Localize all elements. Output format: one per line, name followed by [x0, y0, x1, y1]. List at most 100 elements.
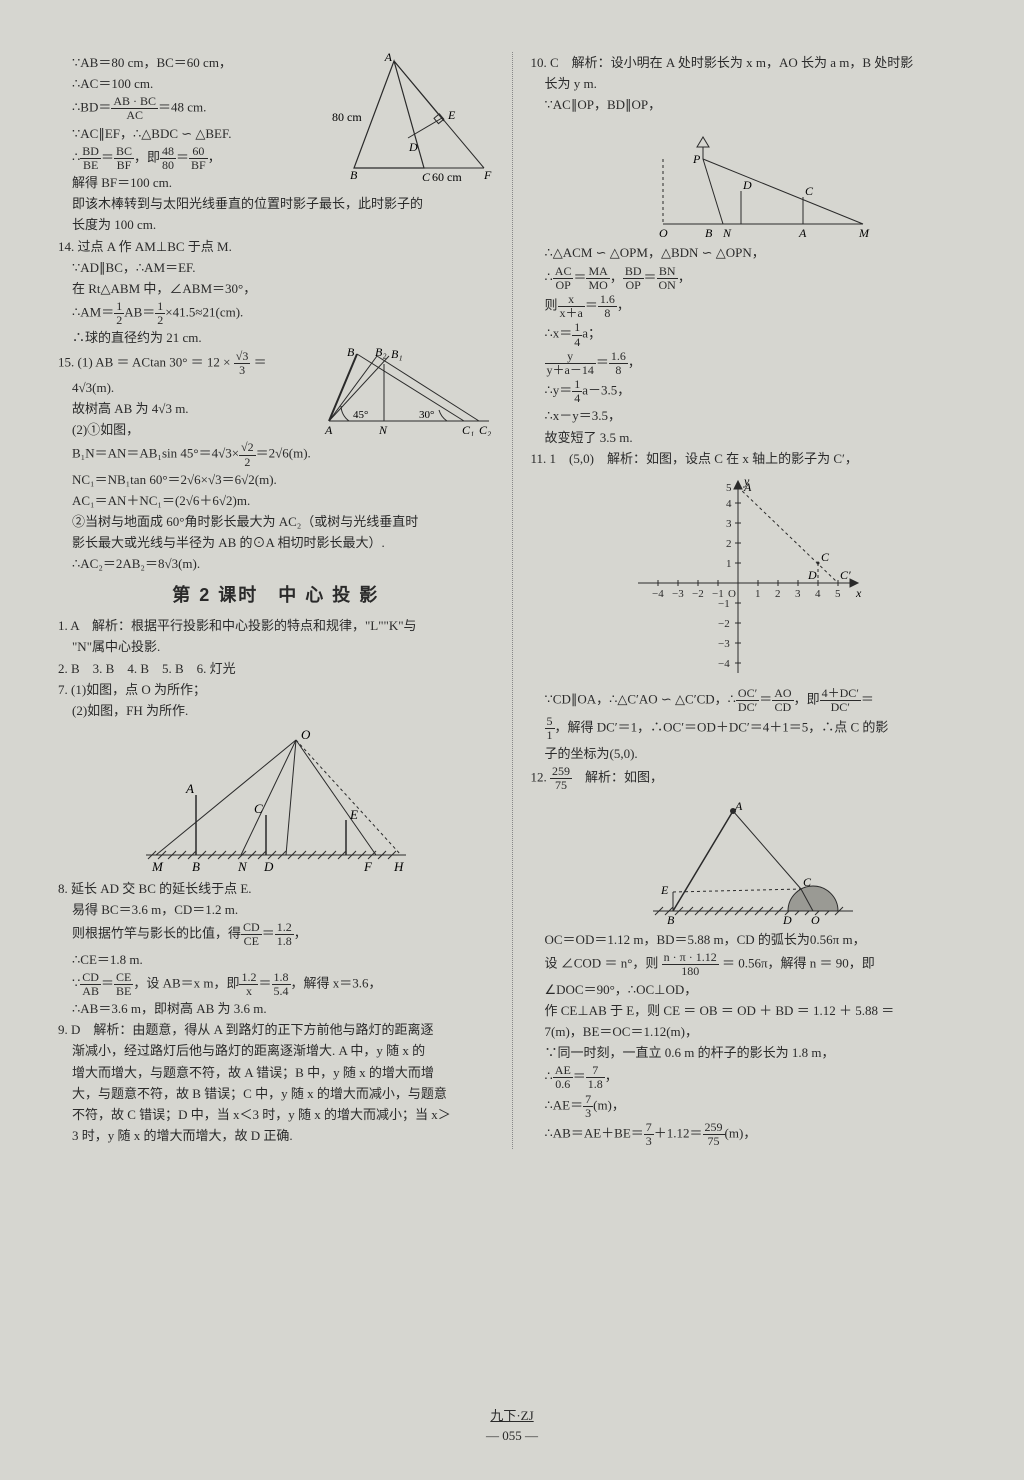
svg-text:A: A [798, 226, 807, 239]
text: ∴CE＝1.8 m. [58, 950, 494, 970]
text: 增大而增大，与题意不符，故 A 错误；B 中，y 随 x 的增大而增 [58, 1063, 494, 1083]
svg-text:2: 2 [726, 538, 732, 550]
text: ∴AC₂＝2AB₂＝8√3(m). [58, 554, 494, 574]
text: 解得 BF＝100 cm. [58, 173, 308, 193]
text: 易得 BC＝3.6 m，CD＝1.2 m. [58, 900, 494, 920]
svg-text:H: H [393, 859, 404, 874]
text: ∴AB＝3.6 m，即树高 AB 为 3.6 m. [58, 999, 494, 1019]
column-divider [512, 52, 513, 1149]
svg-text:A: A [324, 423, 333, 436]
text: ∵AD∥BC，∴AM＝EF. [58, 258, 494, 278]
text: ∵AB＝80 cm，BC＝60 cm， [58, 53, 308, 73]
svg-text:C₂: C₂ [479, 423, 491, 436]
text: 渐减小，经过路灯后他与路灯的距离逐渐增大. A 中，y 随 x 的 [58, 1041, 494, 1061]
text: ∴△ACM ∽ △OPM，△BDN ∽ △OPN， [531, 243, 967, 263]
svg-text:M: M [151, 859, 164, 874]
text: ∴AE＝73(m)， [531, 1093, 967, 1120]
svg-text:O: O [659, 226, 668, 239]
text: ∴BD＝AB · BCAC＝48 cm. [58, 95, 308, 122]
svg-text:C: C [805, 184, 814, 198]
svg-text:5: 5 [726, 482, 732, 494]
svg-text:B₂: B₂ [375, 346, 387, 359]
svg-text:−4: −4 [718, 658, 730, 670]
svg-text:N: N [237, 859, 248, 874]
svg-text:N: N [722, 226, 732, 239]
text: AC₁＝AN＋NC₁＝(2√6＋6√2)m. [58, 491, 494, 511]
left-column: ∵AB＝80 cm，BC＝60 cm， ∴AC＝100 cm. ∴BD＝AB ·… [58, 52, 494, 1149]
text: ∴x＝14a； [531, 321, 967, 348]
svg-text:3: 3 [726, 518, 732, 530]
text: 长度为 100 cm. [58, 215, 494, 235]
svg-text:4: 4 [726, 498, 732, 510]
text: (2)如图，FH 为所作. [58, 701, 494, 721]
svg-text:3: 3 [795, 588, 801, 600]
text: ∵AC∥EF，∴△BDC ∽ △BEF. [58, 124, 308, 144]
text: B₁N＝AN＝AB₁sin 45°＝4√3×√22＝2√6(m). [58, 441, 494, 468]
svg-text:F: F [483, 168, 492, 182]
svg-text:C′: C′ [840, 568, 851, 582]
figure-projection-o: O A C E M B N D F H [58, 725, 494, 875]
svg-text:F: F [363, 859, 373, 874]
text: ∵AC∥OP，BD∥OP， [531, 95, 967, 115]
text: ∴AB＝AE＋BE＝73＋1.12＝25975(m)， [531, 1121, 967, 1148]
text: 51，解得 DC′＝1，∴OC′＝OD＋DC′＝4＋1＝5，∴点 C 的影 [531, 715, 967, 742]
text: 子的坐标为(5,0). [531, 744, 967, 764]
svg-text:−3: −3 [718, 638, 730, 650]
svg-text:1: 1 [726, 558, 732, 570]
text: ∴ACOP＝MAMO，BDOP＝BNON， [531, 265, 967, 292]
svg-text:−2: −2 [692, 588, 704, 600]
text: yy＋a－14＝1.68， [531, 350, 967, 377]
text: 影长最大或光线与半径为 AB 的⊙A 相切时影长最大）. [58, 533, 494, 553]
svg-text:P: P [692, 152, 701, 166]
figure-triangle-abc: A B C D E F 80 cm 60 cm [314, 53, 494, 183]
text: ∴AM＝12AB＝12×41.5≈21(cm). [58, 300, 494, 327]
item-15: 15. (1) AB ＝ ACtan 30° ＝ 12 × √33 ＝ [58, 350, 308, 377]
svg-text:D: D [742, 178, 752, 192]
svg-text:B: B [350, 168, 358, 182]
svg-text:D: D [782, 913, 792, 926]
text: 不符，故 C 错误；D 中，当 x＜3 时，y 随 x 的增大而减小；当 x＞ [58, 1105, 494, 1125]
text: 大，与题意不符，故 B 错误；C 中，y 随 x 的增大而减小，与题意 [58, 1084, 494, 1104]
svg-text:80 cm: 80 cm [332, 110, 362, 124]
svg-text:E: E [349, 807, 358, 822]
svg-text:A: A [185, 781, 194, 796]
text: 则根据竹竿与影长的比值，得CDCE＝1.21.8， [58, 921, 494, 948]
text: 故树高 AB 为 4√3 m. [58, 399, 308, 419]
svg-text:E: E [447, 108, 456, 122]
svg-text:A: A [383, 53, 392, 64]
svg-text:45°: 45° [353, 409, 368, 421]
text: ∠DOC＝90°，∴OC⊥OD， [531, 980, 967, 1000]
right-column: 10. C 解析：设小明在 A 处时影长为 x m，AO 长为 a m，B 处时… [531, 52, 967, 1149]
svg-text:2: 2 [775, 588, 781, 600]
svg-text:M: M [858, 226, 870, 239]
svg-text:E: E [660, 883, 669, 897]
text: 长为 y m. [531, 74, 967, 94]
svg-text:D: D [408, 140, 418, 154]
svg-text:O: O [301, 727, 311, 742]
section-title: 第 2 课时 中 心 投 影 [58, 582, 494, 610]
svg-text:B₁: B₁ [391, 347, 403, 361]
svg-text:C: C [803, 875, 812, 889]
figure-tree-angles: B B₂ B₁ A N C₁ C₂ 45° 30° [319, 346, 494, 436]
svg-text:30°: 30° [419, 409, 434, 421]
svg-text:−3: −3 [672, 588, 684, 600]
item-9: 9. D 解析：由题意，得从 A 到路灯的正下方前他与路灯的距离逐 [58, 1020, 494, 1040]
item-14: 14. 过点 A 作 AM⊥BC 于点 M. [58, 237, 494, 257]
svg-text:1: 1 [755, 588, 761, 600]
item-11: 11. 1 (5,0) 解析：如图，设点 C 在 x 轴上的影子为 C′， [531, 449, 967, 469]
text: NC₁＝NB₁tan 60°＝2√6×√3＝6√2(m). [58, 470, 494, 490]
svg-text:x: x [855, 586, 862, 600]
svg-text:−1: −1 [718, 598, 730, 610]
text: 故变短了 3.5 m. [531, 428, 967, 448]
items-2to6: 2. B 3. B 4. B 5. B 6. 灯光 [58, 659, 494, 679]
text: 即该木棒转到与太阳光线垂直的位置时影子最长，此时影子的 [58, 194, 494, 214]
svg-text:60 cm: 60 cm [432, 170, 462, 183]
page-footer: 九下·ZJ — 055 — [0, 1406, 1024, 1446]
text: ∴AE0.6＝71.8， [531, 1064, 967, 1091]
svg-text:A: A [734, 799, 743, 813]
text: ∵CD∥OA，∴△C′AO ∽ △C′CD，∴OC′DC′＝AOCD，即4＋DC… [531, 687, 967, 714]
text: 作 CE⊥AB 于 E，则 CE ＝ OB ＝ OD ＋ BD ＝ 1.12 ＋… [531, 1001, 967, 1021]
item-1: 1. A 解析：根据平行投影和中心投影的特点和规律，"L""K"与 [58, 616, 494, 636]
text: ∵CDAB＝CEBE，设 AB＝x m，即1.2x＝1.85.4，解得 x＝3.… [58, 971, 494, 998]
svg-text:−4: −4 [652, 588, 664, 600]
